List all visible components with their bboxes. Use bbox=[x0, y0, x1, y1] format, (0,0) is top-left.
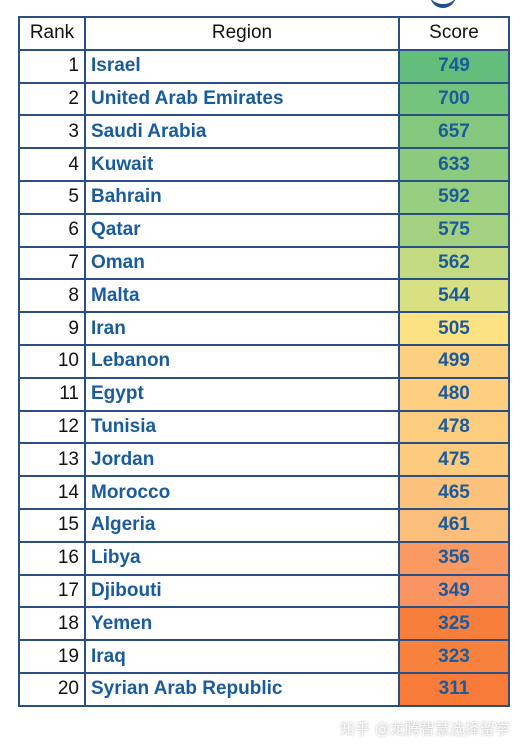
table-row: 19 Iraq 323 bbox=[18, 639, 510, 674]
rank-cell: 4 bbox=[18, 147, 86, 182]
score-cell: 633 bbox=[398, 147, 510, 182]
rank-cell: 11 bbox=[18, 376, 86, 412]
region-cell: Algeria bbox=[84, 507, 400, 543]
region-cell: Qatar bbox=[84, 212, 400, 248]
rank-cell: 17 bbox=[18, 573, 86, 609]
score-cell: 544 bbox=[398, 278, 510, 314]
region-cell: Jordan bbox=[84, 442, 400, 478]
table-body: 1 Israel 749 2 United Arab Emirates 700 3 Saudi… bbox=[18, 48, 510, 707]
score-cell: 356 bbox=[398, 540, 510, 576]
score-cell: 349 bbox=[398, 573, 510, 609]
table-row: 13 Jordan 475 bbox=[18, 442, 510, 478]
region-cell: Kuwait bbox=[84, 147, 400, 182]
region-cell: Djibouti bbox=[84, 573, 400, 609]
rank-cell: 2 bbox=[18, 81, 86, 117]
score-cell: 480 bbox=[398, 376, 510, 412]
region-cell: United Arab Emirates bbox=[84, 81, 400, 117]
score-cell: 749 bbox=[398, 48, 510, 84]
table-row: 15 Algeria 461 bbox=[18, 507, 510, 543]
rank-cell: 6 bbox=[18, 212, 86, 248]
table-row: 9 Iran 505 bbox=[18, 311, 510, 346]
region-cell: Libya bbox=[84, 540, 400, 576]
table-row: 5 Bahrain 592 bbox=[18, 179, 510, 215]
region-cell: Yemen bbox=[84, 606, 400, 642]
score-cell: 575 bbox=[398, 212, 510, 248]
rank-cell: 15 bbox=[18, 507, 86, 543]
rank-cell: 5 bbox=[18, 179, 86, 215]
header-region: Region bbox=[84, 16, 400, 51]
decorative-arc-icon bbox=[430, 0, 456, 8]
score-cell: 592 bbox=[398, 179, 510, 215]
table-row: 3 Saudi Arabia 657 bbox=[18, 114, 510, 150]
score-cell: 323 bbox=[398, 639, 510, 674]
region-cell: Israel bbox=[84, 48, 400, 84]
table-row: 14 Morocco 465 bbox=[18, 475, 510, 510]
rank-cell: 1 bbox=[18, 48, 86, 84]
score-cell: 325 bbox=[398, 606, 510, 642]
region-cell: Tunisia bbox=[84, 409, 400, 445]
table-row: 7 Oman 562 bbox=[18, 245, 510, 281]
table-row: 20 Syrian Arab Republic 311 bbox=[18, 671, 510, 707]
table-row: 17 Djibouti 349 bbox=[18, 573, 510, 609]
region-cell: Malta bbox=[84, 278, 400, 314]
region-cell: Iraq bbox=[84, 639, 400, 674]
table-row: 1 Israel 749 bbox=[18, 48, 510, 84]
score-cell: 499 bbox=[398, 343, 510, 379]
table-header-row: Rank Region Score bbox=[18, 16, 510, 51]
score-cell: 311 bbox=[398, 671, 510, 707]
table-row: 10 Lebanon 499 bbox=[18, 343, 510, 379]
table-row: 2 United Arab Emirates 700 bbox=[18, 81, 510, 117]
table-row: 11 Egypt 480 bbox=[18, 376, 510, 412]
score-cell: 478 bbox=[398, 409, 510, 445]
rank-cell: 19 bbox=[18, 639, 86, 674]
table-row: 4 Kuwait 633 bbox=[18, 147, 510, 182]
rank-cell: 20 bbox=[18, 671, 86, 707]
rank-cell: 9 bbox=[18, 311, 86, 346]
header-rank: Rank bbox=[18, 16, 86, 51]
score-cell: 505 bbox=[398, 311, 510, 346]
region-cell: Oman bbox=[84, 245, 400, 281]
table-row: 16 Libya 356 bbox=[18, 540, 510, 576]
rank-cell: 10 bbox=[18, 343, 86, 379]
region-cell: Syrian Arab Republic bbox=[84, 671, 400, 707]
score-cell: 465 bbox=[398, 475, 510, 510]
watermark-text: 知乎 @龙腾智慧选择留学 bbox=[340, 720, 510, 738]
region-cell: Bahrain bbox=[84, 179, 400, 215]
rank-cell: 18 bbox=[18, 606, 86, 642]
score-cell: 461 bbox=[398, 507, 510, 543]
table-row: 18 Yemen 325 bbox=[18, 606, 510, 642]
region-cell: Egypt bbox=[84, 376, 400, 412]
region-cell: Iran bbox=[84, 311, 400, 346]
rank-cell: 12 bbox=[18, 409, 86, 445]
region-cell: Morocco bbox=[84, 475, 400, 510]
rank-cell: 14 bbox=[18, 475, 86, 510]
score-cell: 562 bbox=[398, 245, 510, 281]
rank-cell: 16 bbox=[18, 540, 86, 576]
table-row: 8 Malta 544 bbox=[18, 278, 510, 314]
score-cell: 700 bbox=[398, 81, 510, 117]
score-cell: 657 bbox=[398, 114, 510, 150]
header-score: Score bbox=[398, 16, 510, 51]
ranking-table: Rank Region Score 1 Israel 749 2 United Arab… bbox=[18, 16, 510, 707]
rank-cell: 3 bbox=[18, 114, 86, 150]
region-cell: Saudi Arabia bbox=[84, 114, 400, 150]
score-cell: 475 bbox=[398, 442, 510, 478]
region-cell: Lebanon bbox=[84, 343, 400, 379]
rank-cell: 7 bbox=[18, 245, 86, 281]
rank-cell: 13 bbox=[18, 442, 86, 478]
table-row: 6 Qatar 575 bbox=[18, 212, 510, 248]
table-row: 12 Tunisia 478 bbox=[18, 409, 510, 445]
rank-cell: 8 bbox=[18, 278, 86, 314]
